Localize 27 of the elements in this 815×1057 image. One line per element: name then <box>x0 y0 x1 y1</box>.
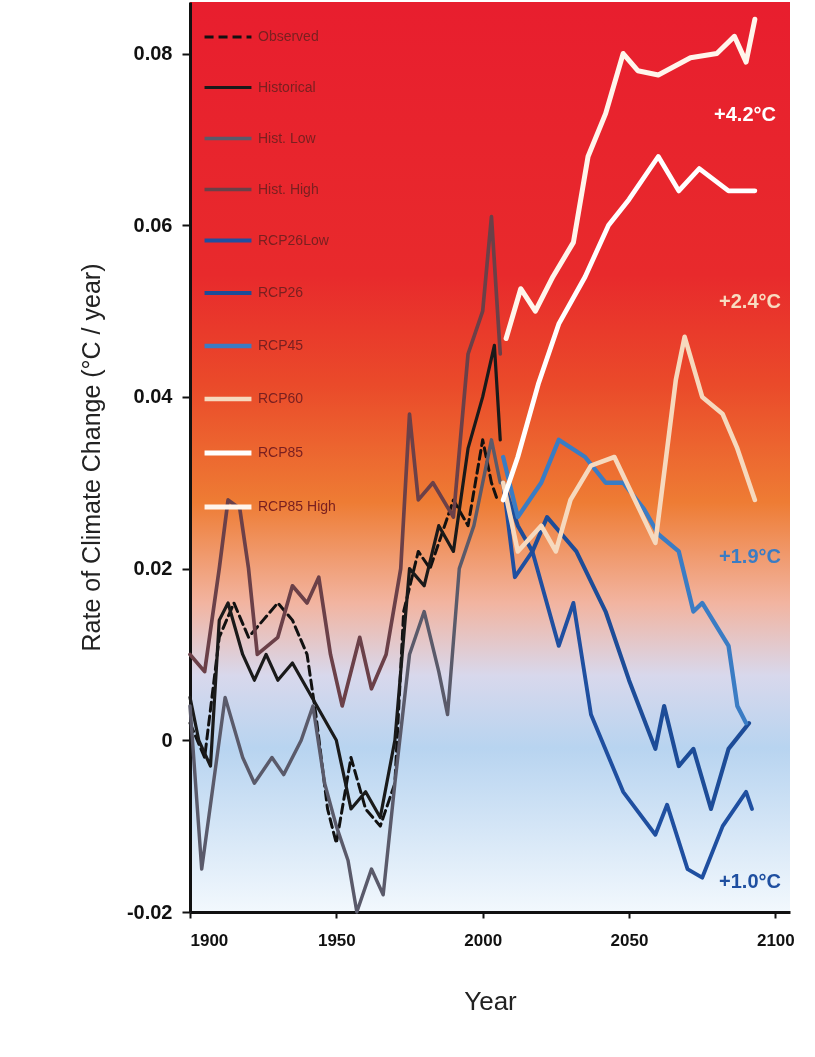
annotation: +1.0°C <box>719 870 781 892</box>
y-tick-label: 0.04 <box>133 385 174 408</box>
legend-label: RCP60 <box>258 390 304 406</box>
y-tick-label: 0.02 <box>133 557 173 580</box>
y-tick-label: -0.02 <box>126 900 173 923</box>
legend-label: RCP45 <box>258 337 304 353</box>
annotation: +2.4°C <box>719 290 781 312</box>
legend-label: RCP85 High <box>258 498 336 514</box>
annotation: +1.9°C <box>719 545 781 567</box>
x-tick-label: 2100 <box>756 930 795 950</box>
y-axis-title: Rate of Climate Change (°C / year) <box>76 263 105 652</box>
y-tick-label: 0.08 <box>133 42 173 65</box>
legend-label: Hist. Low <box>258 129 317 146</box>
x-axis-title: Year <box>464 985 518 1016</box>
legend-label: RCP26Low <box>258 231 330 248</box>
legend-label: Observed <box>258 28 319 44</box>
annotation: +4.2°C <box>714 103 776 125</box>
legend-label: RCP85 <box>258 444 304 460</box>
x-tick-label: 2050 <box>610 930 649 950</box>
y-tick-label: 0 <box>161 728 173 751</box>
x-tick-label: 1950 <box>317 930 356 950</box>
legend-label: Hist. High <box>258 180 319 197</box>
legend-label: Historical <box>258 78 316 95</box>
x-tick-label: 1900 <box>190 930 229 950</box>
legend-label: RCP26 <box>258 284 304 300</box>
x-tick-label: 2000 <box>464 930 503 950</box>
y-tick-label: 0.06 <box>133 213 173 236</box>
